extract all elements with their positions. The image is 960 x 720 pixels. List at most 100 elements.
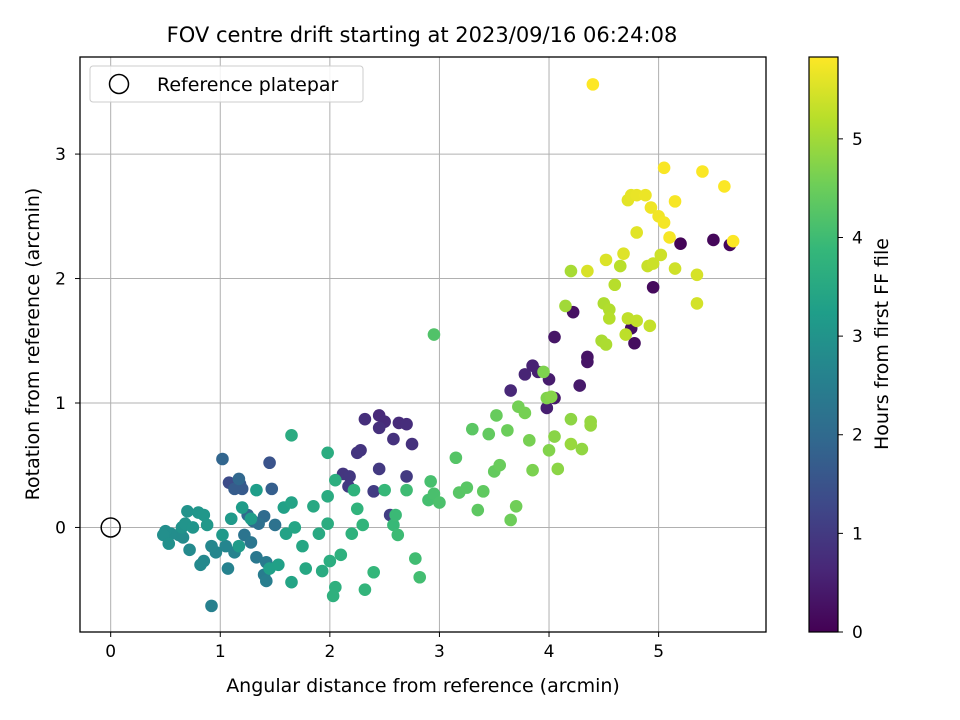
data-point bbox=[307, 499, 320, 513]
data-point bbox=[617, 247, 630, 260]
chart-title: FOV centre drift starting at 2023/09/16 … bbox=[167, 23, 678, 47]
x-tick-label: 4 bbox=[544, 642, 555, 662]
data-point bbox=[350, 502, 364, 516]
data-point bbox=[389, 508, 402, 522]
data-point bbox=[646, 257, 660, 270]
data-point bbox=[197, 508, 211, 522]
data-point bbox=[707, 233, 720, 247]
data-point bbox=[542, 443, 556, 457]
colorbar-tick-label: 5 bbox=[852, 130, 863, 150]
x-tick-label: 5 bbox=[653, 642, 664, 662]
data-point bbox=[643, 319, 657, 333]
data-point bbox=[526, 359, 539, 372]
data-point bbox=[228, 482, 241, 496]
data-point bbox=[602, 303, 616, 316]
data-point bbox=[315, 564, 329, 578]
colorbar-tick-label: 1 bbox=[852, 524, 863, 544]
data-point bbox=[586, 78, 600, 91]
data-point bbox=[602, 312, 616, 325]
data-point bbox=[471, 503, 485, 517]
y-tick-label: 2 bbox=[55, 270, 66, 290]
data-point bbox=[628, 336, 641, 350]
data-point bbox=[581, 264, 594, 278]
x-axis-label: Angular distance from reference (arcmin) bbox=[226, 675, 620, 697]
data-point bbox=[181, 504, 194, 518]
data-point bbox=[285, 496, 298, 509]
data-point bbox=[321, 490, 334, 503]
data-point bbox=[504, 513, 517, 527]
data-point bbox=[696, 165, 709, 178]
data-point bbox=[639, 188, 652, 202]
data-point bbox=[326, 589, 340, 603]
data-point bbox=[232, 472, 246, 486]
data-point bbox=[482, 427, 496, 441]
data-point bbox=[409, 552, 422, 565]
data-point bbox=[630, 314, 643, 328]
data-point bbox=[674, 237, 687, 250]
data-point bbox=[400, 470, 413, 483]
data-point bbox=[205, 599, 218, 613]
data-point bbox=[427, 328, 441, 341]
data-point bbox=[646, 280, 660, 294]
data-point bbox=[668, 262, 682, 275]
colorbar-gradient bbox=[808, 56, 839, 633]
data-point bbox=[490, 409, 503, 422]
data-point bbox=[356, 518, 370, 532]
data-point bbox=[372, 462, 386, 476]
data-point bbox=[343, 470, 356, 483]
data-point bbox=[321, 517, 334, 531]
data-point bbox=[391, 528, 405, 542]
data-point bbox=[272, 558, 285, 572]
data-point bbox=[288, 521, 302, 534]
colorbar-tick-label: 4 bbox=[852, 228, 863, 248]
data-point bbox=[268, 518, 282, 532]
data-point bbox=[405, 437, 419, 451]
plot-frame bbox=[79, 56, 767, 633]
data-point bbox=[537, 365, 550, 379]
data-point bbox=[663, 231, 676, 244]
data-point bbox=[279, 527, 293, 540]
colorbar: 0 1 2 3 4 5 Hours from first FF file bbox=[808, 56, 893, 643]
data-point bbox=[323, 554, 337, 568]
data-point bbox=[518, 368, 532, 381]
legend-box bbox=[89, 65, 364, 103]
data-point bbox=[299, 562, 313, 575]
data-point bbox=[559, 299, 572, 313]
data-point bbox=[540, 401, 554, 415]
data-point bbox=[259, 574, 273, 588]
data-point bbox=[718, 180, 731, 193]
colorbar-tick-label: 2 bbox=[852, 426, 863, 446]
data-point bbox=[186, 521, 200, 534]
data-point bbox=[433, 496, 446, 509]
data-point bbox=[350, 446, 364, 460]
data-point bbox=[630, 226, 643, 239]
data-point bbox=[244, 512, 258, 526]
data-point bbox=[334, 548, 348, 562]
data-point bbox=[378, 483, 391, 497]
data-point bbox=[584, 419, 597, 432]
data-point bbox=[358, 583, 372, 596]
data-point bbox=[194, 558, 207, 572]
data-point bbox=[657, 216, 671, 229]
data-point bbox=[548, 430, 561, 443]
colorbar-tick-label: 0 bbox=[852, 623, 863, 643]
y-tick-label: 1 bbox=[55, 394, 66, 414]
data-point bbox=[668, 195, 682, 208]
data-point bbox=[493, 458, 507, 472]
data-point bbox=[200, 518, 214, 532]
data-point bbox=[424, 475, 437, 488]
data-point bbox=[466, 422, 479, 436]
data-point bbox=[265, 482, 279, 496]
data-point bbox=[235, 501, 249, 514]
data-point bbox=[216, 528, 229, 542]
data-point bbox=[347, 483, 361, 497]
data-point bbox=[564, 264, 578, 278]
x-tick-label: 2 bbox=[324, 642, 335, 662]
data-point bbox=[548, 330, 561, 344]
data-point bbox=[544, 390, 558, 404]
legend-marker-reference bbox=[108, 73, 130, 95]
x-tick-label: 0 bbox=[105, 642, 116, 662]
data-point bbox=[216, 452, 229, 466]
data-point bbox=[551, 462, 565, 476]
